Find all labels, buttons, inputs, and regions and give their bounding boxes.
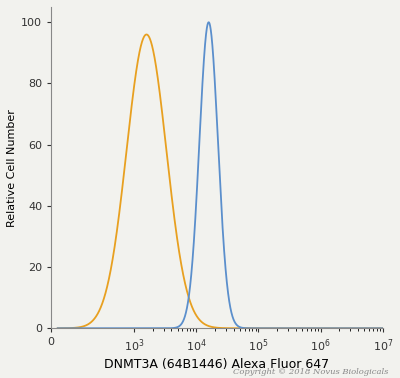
Text: Copyright © 2018 Novus Biologicals: Copyright © 2018 Novus Biologicals xyxy=(233,368,388,376)
X-axis label: DNMT3A (64B1446) Alexa Fluor 647: DNMT3A (64B1446) Alexa Fluor 647 xyxy=(104,358,330,371)
Y-axis label: Relative Cell Number: Relative Cell Number xyxy=(7,108,17,226)
